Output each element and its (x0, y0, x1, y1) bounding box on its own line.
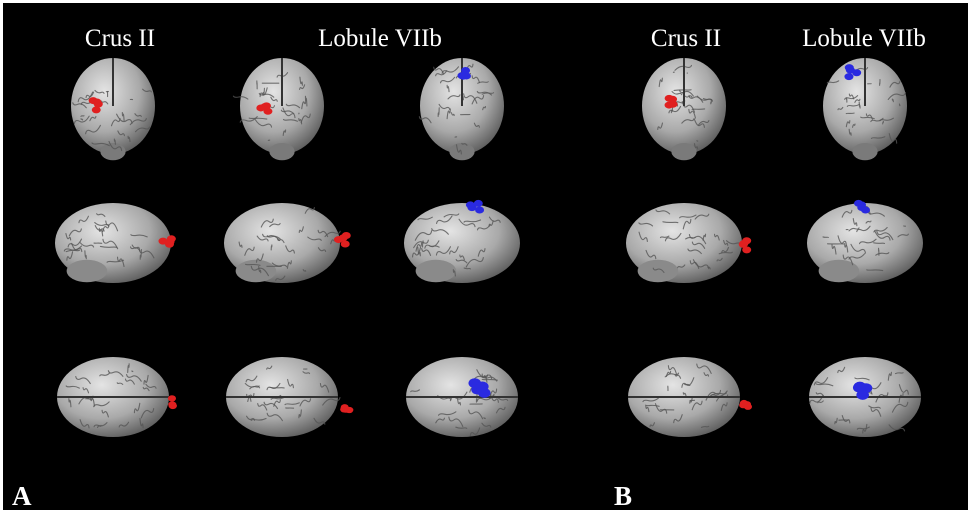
activation-cluster (476, 382, 489, 392)
brainstem (100, 143, 125, 160)
activation-cluster (844, 73, 853, 80)
brain (224, 203, 340, 283)
activation-cluster (466, 201, 475, 208)
column-title: Crus II (651, 25, 721, 52)
activation-cluster (94, 101, 103, 108)
activation-cluster (742, 237, 751, 244)
brain (626, 203, 742, 283)
sulcus (422, 241, 423, 247)
activation-cluster (669, 101, 678, 108)
panel-label: A (12, 481, 32, 511)
sulcus (823, 237, 828, 238)
figure: Crus II Lobule VIIb Crus II Lobule VIIb … (0, 0, 971, 513)
brain (57, 357, 169, 437)
activation-cluster (341, 404, 349, 410)
cerebellum (416, 260, 457, 282)
brain (404, 203, 520, 283)
brain (55, 203, 171, 283)
activation-cluster (845, 64, 854, 71)
activation-cluster (854, 382, 867, 392)
column-title: Crus II (85, 25, 155, 52)
sulcus (674, 90, 691, 91)
activation-cluster (857, 204, 866, 211)
sulcus (132, 371, 133, 372)
cerebellum (819, 260, 860, 282)
activation-cluster (169, 402, 177, 408)
activation-cluster (339, 234, 348, 241)
brain (406, 357, 518, 437)
cerebellum (638, 260, 679, 282)
activation-cluster (474, 200, 483, 207)
activation-cluster (168, 395, 176, 401)
sulcus (867, 270, 883, 271)
sulcus (484, 418, 485, 419)
activation-cluster (263, 108, 272, 115)
brain (628, 357, 740, 437)
brainstem (852, 143, 877, 160)
activation-cluster (744, 404, 752, 410)
cerebellum (67, 260, 108, 282)
activation-cluster (742, 246, 751, 253)
activation-cluster (166, 238, 175, 245)
panel-label: B (614, 481, 632, 511)
cerebellum (236, 260, 277, 282)
activation-cluster (459, 73, 468, 80)
brain (807, 203, 923, 283)
column-title: Lobule VIIb (802, 25, 926, 52)
sulcus (874, 243, 885, 244)
brainstem (671, 143, 696, 160)
activation-cluster (856, 390, 869, 400)
brainstem (449, 143, 474, 160)
sulcus (81, 116, 84, 117)
brainstem (269, 143, 294, 160)
column-title: Lobule VIIb (318, 25, 442, 52)
